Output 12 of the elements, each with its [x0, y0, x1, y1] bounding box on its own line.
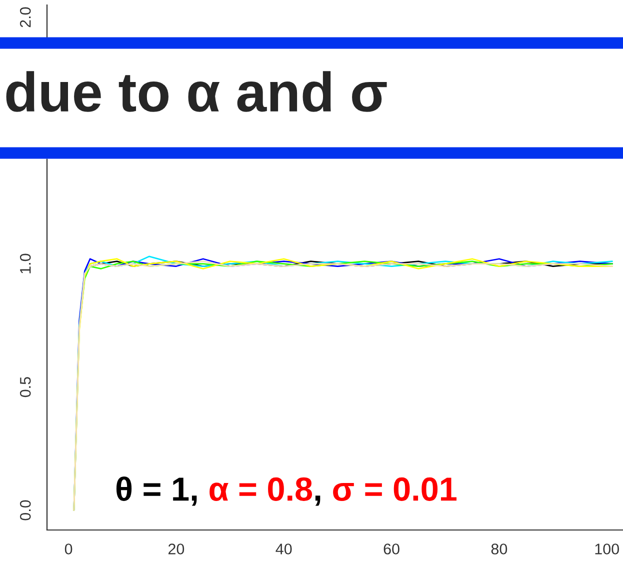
x-tick-label: 60 — [384, 544, 400, 554]
annotation: θ = 1, α = 0.8, σ = 0.01 — [116, 476, 456, 506]
x-tick-label: 100 — [595, 544, 619, 554]
y-tick-label: 1.0 — [20, 254, 31, 274]
text: due to α and σ — [6, 71, 387, 112]
x-tick-label: 80 — [491, 544, 508, 554]
x-tick-label: 40 — [276, 544, 292, 554]
x-tick-label: 0 — [64, 544, 72, 554]
y-tick-label: 2.0 — [20, 7, 31, 28]
y-tick-label: 0.5 — [20, 377, 31, 398]
x-tick-label: 20 — [168, 544, 184, 554]
y-tick-label: 0.0 — [20, 500, 31, 520]
